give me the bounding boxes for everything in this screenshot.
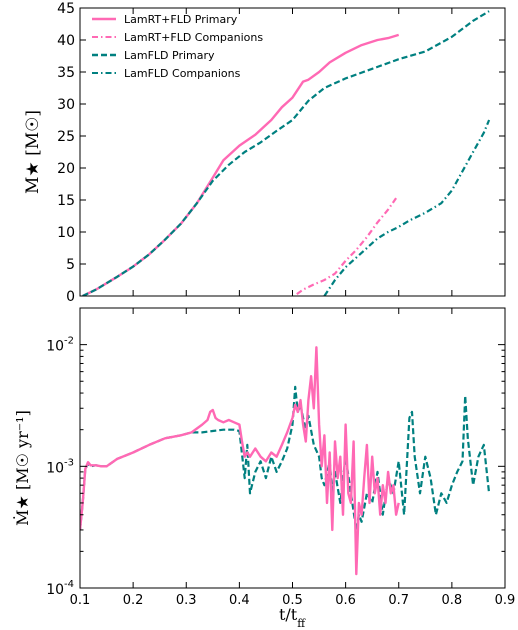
top-ytick-label: 45 bbox=[57, 1, 75, 17]
legend-label-rt-primary: LamRT+FLD Primary bbox=[124, 13, 238, 26]
legend-label-rt-companions: LamRT+FLD Companions bbox=[124, 31, 263, 44]
bottom-xtick-label: 0.1 bbox=[70, 593, 91, 608]
bottom-xtick-label: 0.6 bbox=[335, 593, 356, 608]
bottom-panel: 0.1 0.2 0.3 0.4 0.5 0.6 0.7 0.8 0.910-210-310-4 … bbox=[12, 307, 516, 630]
legend: LamRT+FLD Primary LamRT+FLD Companions L… bbox=[92, 13, 263, 80]
bottom-xtick-label: 0.3 bbox=[176, 593, 197, 608]
top-panel: 0 5 10 15 20 25 30 35 40 45 M★ [M☉] LamRT+FLD Pri… bbox=[23, 1, 506, 305]
top-ytick-label: 25 bbox=[57, 129, 75, 145]
bottom-xtick-label: 0.9 bbox=[495, 593, 516, 608]
bottom-ytick-label: 10-3 bbox=[46, 457, 74, 476]
top-ytick-label: 40 bbox=[57, 33, 75, 49]
top-ytick-label: 20 bbox=[57, 161, 75, 177]
bottom-xtick-label: 0.8 bbox=[442, 593, 463, 608]
top-ylabel: M★ [M☉] bbox=[23, 110, 43, 194]
top-ytick-label: 0 bbox=[66, 289, 75, 305]
top-ytick-label: 15 bbox=[57, 193, 75, 209]
bottom-xtick-label: 0.7 bbox=[388, 593, 409, 608]
bottom-xtick-label: 0.2 bbox=[123, 593, 144, 608]
legend-label-fld-primary: LamFLD Primary bbox=[124, 49, 215, 62]
top-ytick-label: 5 bbox=[66, 257, 75, 273]
bottom-ylabel: Ṁ★ [M☉ yr⁻¹] bbox=[12, 410, 32, 526]
bottom-ytick-label: 10-2 bbox=[46, 336, 74, 355]
bottom-series-1 bbox=[80, 346, 400, 576]
bottom-ytick-label: 10-4 bbox=[46, 579, 74, 598]
top-ytick-label: 10 bbox=[57, 225, 75, 241]
bottom-xtick-label: 0.4 bbox=[229, 593, 250, 608]
top-series-3 bbox=[323, 119, 491, 296]
bottom-xtick-label: 0.5 bbox=[282, 593, 303, 608]
top-series-1 bbox=[296, 197, 398, 295]
bottom-xlabel: t/tff bbox=[279, 605, 306, 630]
top-ytick-label: 30 bbox=[57, 97, 75, 113]
legend-label-fld-companions: LamFLD Companions bbox=[124, 67, 241, 80]
top-series-2 bbox=[82, 10, 490, 296]
top-ytick-label: 35 bbox=[57, 65, 75, 81]
